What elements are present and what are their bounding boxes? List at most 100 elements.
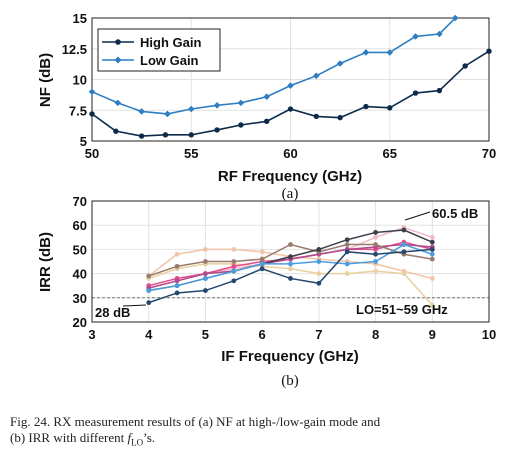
nf-low-gain-point — [138, 108, 145, 115]
nf-high-gain-point — [89, 111, 95, 117]
irr-series-6-point — [231, 259, 237, 264]
nf-high-gain-point — [387, 105, 393, 111]
irr-series-2-point — [429, 302, 435, 308]
irr-series-7-point — [373, 230, 378, 235]
irr-series-6-point — [288, 242, 293, 247]
irr-ytick-label: 60 — [73, 218, 87, 233]
nf-xtick-label: 65 — [383, 146, 397, 161]
nf-high-gain-point — [263, 118, 270, 125]
nf-ytick-label: 15 — [73, 11, 87, 26]
irr-series-8-point — [174, 283, 180, 289]
nf-high-gain-point — [113, 128, 119, 134]
max-annotation: 60.5 dB — [432, 206, 478, 221]
nf-chart-yticks: 5 7.5 10 12.5 15 — [62, 11, 87, 149]
nf-high-gain-point — [214, 127, 220, 133]
nf-low-gain-point — [451, 14, 459, 22]
caption-flo-subscript: LO — [131, 437, 144, 448]
irr-series-2-point — [401, 271, 407, 276]
irr-series-9-point — [203, 288, 208, 293]
irr-chart-ylabel: IRR (dB) — [37, 232, 54, 292]
nf-chart-xticks: 50 55 60 65 70 — [85, 146, 496, 161]
irr-chart-series — [146, 225, 435, 308]
irr-chart-xticks: 3 4 5 6 7 8 9 10 — [88, 327, 496, 342]
irr-series-7-point — [429, 239, 435, 245]
irr-xtick-label: 4 — [145, 327, 153, 342]
irr-series-6-point — [259, 256, 265, 262]
nf-xtick-label: 70 — [482, 146, 496, 161]
nf-low-gain-point — [362, 49, 370, 56]
nf-low-gain-point — [412, 33, 419, 40]
irr-series-4-point — [231, 263, 237, 269]
irr-xtick-label: 9 — [429, 327, 436, 342]
irr-series-6-point — [203, 259, 208, 264]
irr-xtick-label: 8 — [372, 327, 379, 342]
nf-high-gain-point — [412, 90, 419, 96]
irr-ytick-label: 30 — [73, 291, 87, 306]
legend-low-gain-marker — [114, 56, 122, 64]
nf-low-gain-point — [213, 102, 221, 109]
irr-series-2-point — [344, 271, 350, 276]
irr-series-9-point — [316, 280, 322, 286]
irr-series-1-point — [231, 247, 237, 252]
irr-series-7-point — [344, 237, 350, 243]
irr-series-8-point — [203, 276, 208, 281]
nf-chart-frame — [91, 17, 490, 142]
nf-high-gain-point — [462, 63, 468, 69]
irr-chart-panel-label: (b) — [281, 373, 299, 389]
nf-chart-panel-label: (a) — [282, 186, 299, 202]
irr-series-5-point — [174, 278, 180, 284]
irr-series-9-point — [429, 247, 435, 252]
irr-series-9-point — [231, 278, 237, 284]
irr-series-3-point — [429, 234, 435, 240]
irr-series-8-point — [373, 259, 378, 264]
caption-line-1: Fig. 24. RX measurement results of (a) N… — [10, 414, 381, 429]
nf-high-gain-point — [287, 106, 294, 112]
irr-xtick-label: 7 — [315, 327, 322, 342]
nf-low-gain-point — [164, 110, 171, 118]
caption-flo-symbol: f — [127, 430, 132, 445]
irr-series-6-point — [146, 273, 152, 279]
irr-series-8-point — [344, 261, 350, 267]
irr-chart: 3 4 5 6 7 8 9 10 20 30 40 50 60 70 60.5 dB 28 dB LO=… — [37, 194, 496, 389]
nf-high-gain-point — [436, 87, 443, 94]
irr-series-7-point — [401, 227, 407, 233]
irr-xtick-label: 3 — [88, 327, 95, 342]
irr-xtick-label: 5 — [202, 327, 209, 342]
irr-series-8-point — [259, 261, 265, 267]
nf-low-gain-point — [187, 105, 195, 113]
irr-xtick-label: 10 — [482, 327, 496, 342]
nf-high-gain-point — [313, 113, 320, 120]
nf-high-gain-point — [486, 48, 492, 54]
nf-chart: 50 55 60 65 70 5 7.5 10 12.5 15 RF Frequency (GH… — [37, 11, 496, 202]
nf-chart-legend: High Gain Low Gain — [97, 28, 221, 72]
min-annotation: 28 dB — [95, 305, 130, 320]
irr-series-6-point — [344, 242, 350, 247]
caption-line-2-suffix: ’s. — [143, 430, 156, 445]
irr-ytick-label: 70 — [73, 194, 87, 209]
irr-series-1-point — [174, 251, 180, 257]
nf-ytick-label: 12.5 — [62, 42, 87, 57]
irr-series-8-point — [429, 251, 435, 257]
nf-ytick-label: 5 — [80, 134, 87, 149]
nf-high-gain-point — [363, 103, 369, 110]
irr-series-9-point — [373, 251, 378, 257]
irr-series-9-point — [174, 290, 180, 296]
caption-line-2: (b) IRR with different fLO’s. — [10, 430, 515, 451]
irr-series-6-point — [373, 242, 378, 247]
irr-ytick-label: 20 — [73, 315, 87, 330]
caption-line-2-prefix: (b) IRR with different — [10, 430, 128, 445]
nf-low-gain-point — [114, 99, 122, 107]
legend-low-gain-label: Low Gain — [140, 53, 199, 68]
max-annotation-leader — [404, 211, 431, 221]
irr-series-8-point — [146, 288, 152, 293]
irr-series-7-point — [316, 247, 322, 252]
irr-series-1-point — [429, 276, 435, 281]
nf-chart-ylabel: NF (dB) — [37, 53, 54, 107]
nf-high-gain-point — [188, 132, 194, 138]
irr-chart-frame — [91, 200, 490, 323]
nf-high-gain-point — [162, 132, 169, 138]
nf-high-gain-point — [138, 133, 145, 139]
nf-low-gain-point — [287, 82, 294, 89]
irr-series-2-point — [288, 266, 293, 272]
